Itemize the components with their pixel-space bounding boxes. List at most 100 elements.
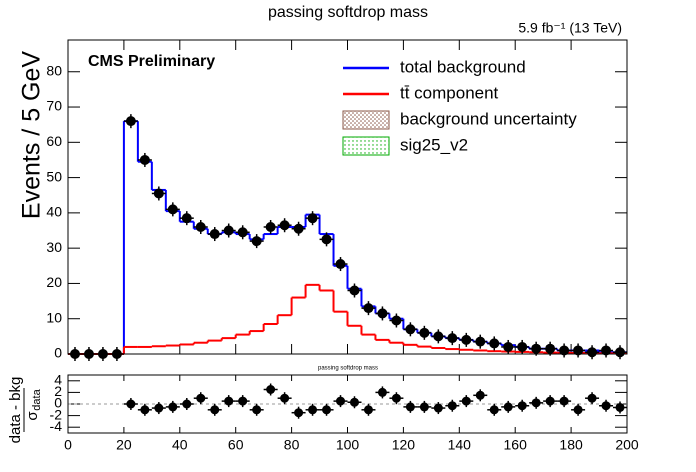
- data-point: [517, 341, 528, 352]
- data-point: [335, 259, 346, 270]
- x-tick-label: 60: [228, 437, 244, 453]
- legend-label: background uncertainty: [400, 109, 577, 128]
- pull-point: [126, 399, 136, 409]
- data-point: [363, 303, 374, 314]
- y-tick-label: 80: [46, 62, 62, 78]
- data-point: [349, 285, 360, 296]
- data-point: [195, 221, 206, 232]
- x-tick-label: 120: [392, 437, 416, 453]
- y-tick-label: 50: [46, 168, 62, 184]
- data-point: [307, 213, 318, 224]
- pull-point: [615, 402, 625, 412]
- pull-point: [587, 393, 597, 403]
- y-tick-label: 2: [54, 383, 62, 399]
- legend-label: total background: [400, 57, 526, 76]
- y-tick-label: 4: [54, 372, 62, 388]
- pull-point: [545, 396, 555, 406]
- data-point: [237, 227, 248, 238]
- data-point: [279, 220, 290, 231]
- pull-point: [252, 405, 262, 415]
- data-point: [391, 315, 402, 326]
- data-point: [489, 338, 500, 349]
- data-point: [293, 223, 304, 234]
- y-tick-label: -4: [50, 418, 63, 434]
- ratio-y-subscript: data: [31, 388, 43, 410]
- pull-point: [182, 399, 192, 409]
- y-tick-label: 0: [54, 395, 62, 411]
- x-tick-label: 200: [615, 437, 639, 453]
- pull-point: [475, 390, 485, 400]
- ratio-y-label: data - bkg σ data: [7, 377, 43, 444]
- pull-point: [531, 398, 541, 408]
- x-tick-label: 20: [116, 437, 132, 453]
- data-point: [503, 341, 514, 352]
- y-tick-label: 10: [46, 309, 62, 325]
- pull-point: [308, 405, 318, 415]
- pull-point: [433, 403, 443, 413]
- legend-swatch: [342, 136, 390, 156]
- data-point: [531, 343, 542, 354]
- x-tick-label: 0: [64, 437, 72, 453]
- pull-point: [238, 396, 248, 406]
- data-point: [461, 334, 472, 345]
- pull-point: [266, 385, 276, 394]
- y-tick-label: 40: [46, 204, 62, 220]
- pull-point: [210, 405, 220, 415]
- pull-point: [140, 405, 150, 415]
- ratio-y-denominator: σ: [24, 411, 41, 421]
- data-point: [181, 213, 192, 224]
- y-axis-label: Events / 5 GeV: [18, 51, 46, 219]
- pull-point: [419, 402, 429, 412]
- data-point: [433, 331, 444, 342]
- pull-point: [503, 402, 513, 412]
- cms-label: CMS Preliminary: [88, 53, 215, 70]
- y-tick-label: 60: [46, 133, 62, 149]
- y-tick-label: 20: [46, 274, 62, 290]
- pull-point: [573, 405, 583, 415]
- ratio-title: passing softdrop mass: [318, 366, 378, 372]
- pull-point: [363, 405, 373, 415]
- x-tick-label: 40: [172, 437, 188, 453]
- x-tick-label: 80: [284, 437, 300, 453]
- data-point: [615, 347, 626, 358]
- x-tick-label: 100: [336, 437, 360, 453]
- data-point: [601, 345, 612, 356]
- y-tick-label: -2: [50, 406, 63, 422]
- pull-point: [280, 393, 290, 403]
- pull-point: [601, 401, 611, 411]
- x-tick-label: 140: [448, 437, 472, 453]
- pull-point: [377, 387, 387, 397]
- data-point: [265, 221, 276, 232]
- data-point: [139, 154, 150, 165]
- data-point: [545, 343, 556, 354]
- plot-frame: [67, 39, 628, 355]
- data-point: [223, 225, 234, 236]
- y-tick-label: 0: [54, 345, 62, 361]
- data-point: [447, 333, 458, 344]
- data-point: [251, 236, 262, 247]
- ratio-y-numerator: data - bkg: [7, 377, 24, 444]
- pull-point: [224, 396, 234, 406]
- data-point: [209, 229, 220, 240]
- data-point: [559, 345, 570, 356]
- pull-point: [168, 402, 178, 412]
- pull-point: [336, 396, 346, 406]
- pull-point: [322, 405, 332, 415]
- legend-label: tt̄ component: [400, 83, 499, 102]
- x-tick-label: 160: [504, 437, 528, 453]
- pull-point: [559, 396, 569, 406]
- y-tick-label: 70: [46, 98, 62, 114]
- data-point: [573, 345, 584, 356]
- pull-point: [196, 393, 206, 403]
- legend-swatch: [342, 110, 390, 130]
- pull-point: [294, 408, 304, 418]
- y-tick-label: 30: [46, 239, 62, 255]
- data-point: [125, 116, 136, 127]
- pull-point: [447, 401, 457, 411]
- pull-point: [489, 405, 499, 415]
- pull-point: [405, 402, 415, 412]
- data-point: [475, 336, 486, 347]
- legend-label: sig25_v2: [400, 135, 468, 154]
- data-point: [377, 308, 388, 319]
